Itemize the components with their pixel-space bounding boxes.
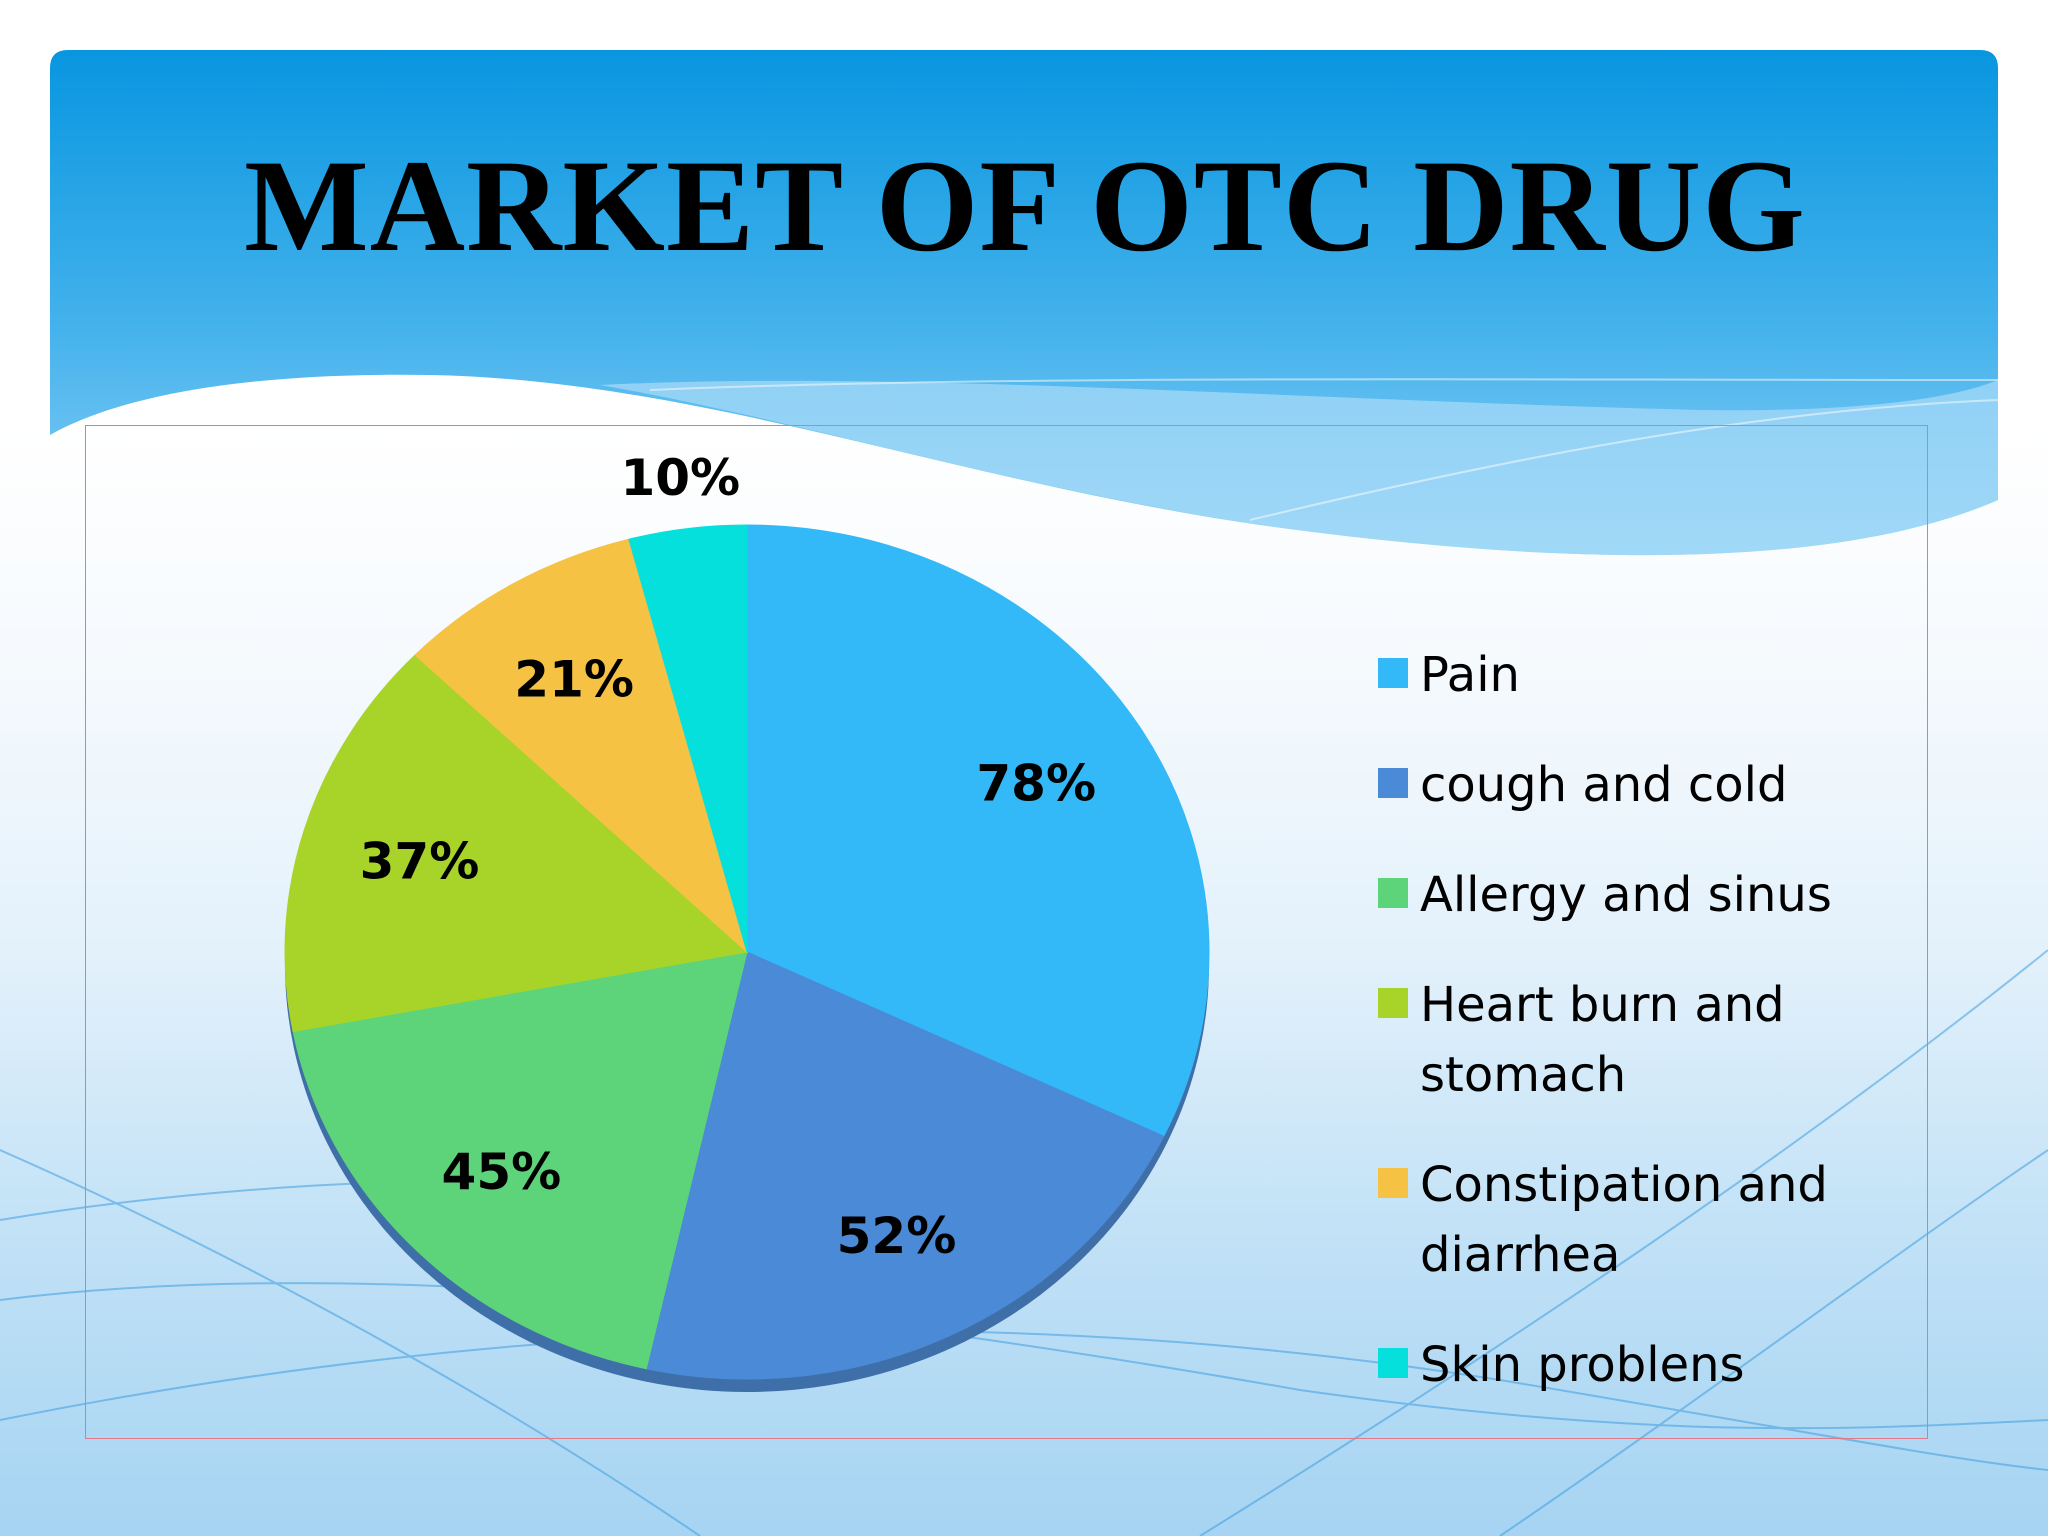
data-label-cough-and-cold: 52%: [837, 1207, 957, 1265]
legend-label: Allergy and sinus: [1420, 867, 1832, 923]
legend-item-pain: Pain: [1378, 640, 1900, 710]
legend-item-constipation-and-diarrhea: Constipation and diarrhea: [1378, 1150, 1900, 1290]
pie-slice-heart-burn-and-stomach: [284, 654, 749, 1033]
header-wave-light: [600, 380, 1998, 556]
legend-item-allergy-and-sinus: Allergy and sinus: [1378, 860, 1900, 930]
legend-swatch: [1378, 768, 1408, 798]
pie-slices: [284, 524, 1210, 1380]
pie-slice-constipation-and-diarrhea: [414, 538, 748, 954]
slide-title: MARKET OF OTC DRUG: [244, 132, 1806, 279]
data-label-allergy-and-sinus: 45%: [442, 1143, 562, 1201]
legend-swatch: [1378, 658, 1408, 688]
legend-item-cough-and-cold: cough and cold: [1378, 750, 1900, 820]
legend-label: cough and cold: [1420, 757, 1788, 813]
legend-label: Heart burn and stomach: [1420, 977, 1785, 1103]
legend-label: Constipation and diarrhea: [1420, 1157, 1828, 1283]
data-label-heart-burn-and-stomach: 37%: [360, 832, 480, 890]
data-label-skin-problens: 10%: [620, 449, 740, 507]
legend-label: Skin problens: [1420, 1337, 1745, 1393]
pie-slice-cough-and-cold: [645, 951, 1165, 1380]
pie-slice-pain: [746, 524, 1210, 1137]
legend-label: Pain: [1420, 647, 1520, 703]
legend-swatch: [1378, 878, 1408, 908]
pie-data-labels: 78% 52% 45% 37% 21% 10%: [360, 449, 1096, 1265]
data-label-constipation-and-diarrhea: 21%: [514, 650, 634, 708]
chart-frame: [85, 425, 1928, 1439]
legend-swatch: [1378, 1168, 1408, 1198]
legend-swatch: [1378, 988, 1408, 1018]
legend-item-skin-problens: Skin problens: [1378, 1330, 1900, 1400]
legend-item-heart-burn-and-stomach: Heart burn and stomach: [1378, 970, 1900, 1110]
pie-slice-allergy-and-sinus: [292, 951, 748, 1370]
decorative-curves-upper: [649, 378, 1999, 521]
legend-swatch: [1378, 1348, 1408, 1378]
data-label-pain: 78%: [976, 755, 1096, 813]
pie-slice-skin-problens: [628, 524, 748, 953]
